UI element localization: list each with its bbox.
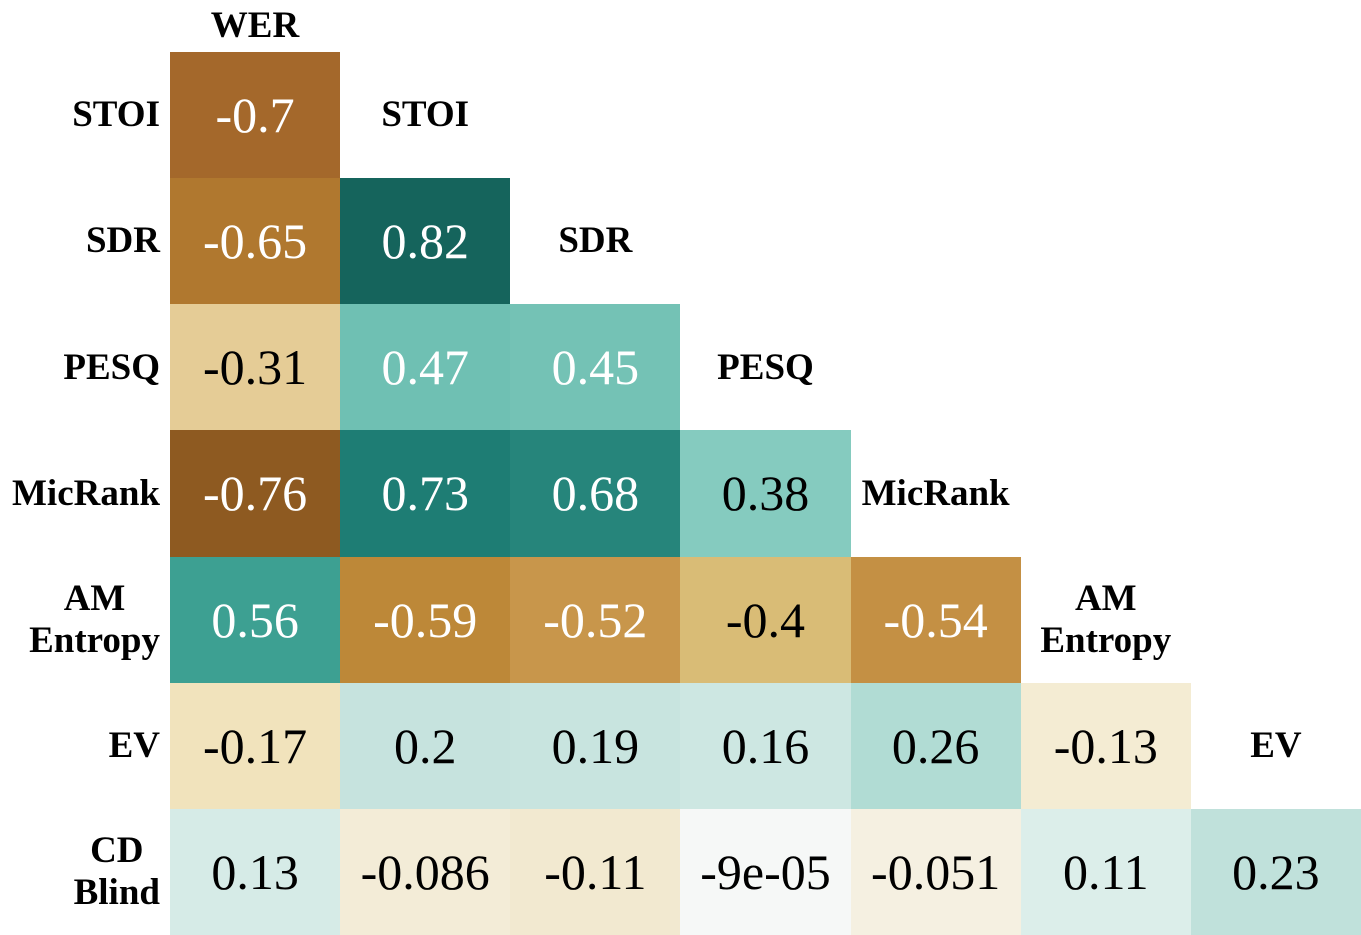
heatmap-cell-micrank-wer: -0.76 [170, 430, 341, 557]
heatmap-cell-micrank-stoi: 0.73 [340, 430, 511, 557]
heatmap-cell-pesq-sdr: 0.45 [510, 304, 681, 431]
row-label-am-entropy: AM Entropy [29, 578, 160, 661]
heatmap-cell-pesq-stoi: 0.47 [340, 304, 511, 431]
row-label-ev: EV [108, 725, 160, 767]
column-header-wer: WER [210, 5, 300, 47]
heatmap-cell-ev-micrank: 0.26 [850, 682, 1021, 809]
diagonal-label-stoi: STOI [381, 94, 470, 136]
heatmap-cell-cd-blind-micrank: -0.051 [850, 808, 1021, 935]
row-label-cd-blind: CD Blind [73, 830, 160, 913]
heatmap-cell-micrank-pesq: 0.38 [680, 430, 851, 557]
heatmap-cell-am-entropy-pesq: -0.4 [680, 556, 851, 683]
heatmap-cell-sdr-stoi: 0.82 [340, 178, 511, 305]
heatmap-cell-am-entropy-micrank: -0.54 [850, 556, 1021, 683]
diagonal-label-pesq: PESQ [717, 346, 814, 388]
heatmap-cell-ev-am-entropy: -0.13 [1020, 682, 1191, 809]
heatmap-cell-am-entropy-stoi: -0.59 [340, 556, 511, 683]
heatmap-cell-cd-blind-pesq: -9e-05 [680, 808, 851, 935]
row-label-stoi: STOI [72, 94, 160, 136]
diagonal-label-am-entropy: AM Entropy [1040, 578, 1172, 661]
heatmap-cell-sdr-wer: -0.65 [170, 178, 341, 305]
row-label-sdr: SDR [85, 220, 160, 262]
diagonal-label-ev: EV [1250, 725, 1302, 767]
heatmap-cell-am-entropy-sdr: -0.52 [510, 556, 681, 683]
heatmap-cell-cd-blind-am-entropy: 0.11 [1020, 808, 1191, 935]
heatmap-cell-ev-wer: -0.17 [170, 682, 341, 809]
heatmap-cell-ev-pesq: 0.16 [680, 682, 851, 809]
heatmap-cell-cd-blind-wer: 0.13 [170, 808, 341, 935]
heatmap-cell-ev-stoi: 0.2 [340, 682, 511, 809]
heatmap-cell-cd-blind-stoi: -0.086 [340, 808, 511, 935]
row-label-micrank: MicRank [12, 472, 160, 514]
heatmap-cell-am-entropy-wer: 0.56 [170, 556, 341, 683]
diagonal-label-sdr: SDR [558, 220, 633, 262]
heatmap-cell-cd-blind-sdr: -0.11 [510, 808, 681, 935]
diagonal-label-micrank: MicRank [861, 472, 1010, 514]
row-label-pesq: PESQ [63, 346, 160, 388]
heatmap-cell-cd-blind-ev: 0.23 [1190, 808, 1361, 935]
heatmap-cell-pesq-wer: -0.31 [170, 304, 341, 431]
heatmap-cell-micrank-sdr: 0.68 [510, 430, 681, 557]
heatmap-cell-stoi-wer: -0.7 [170, 52, 341, 179]
heatmap-cell-ev-sdr: 0.19 [510, 682, 681, 809]
